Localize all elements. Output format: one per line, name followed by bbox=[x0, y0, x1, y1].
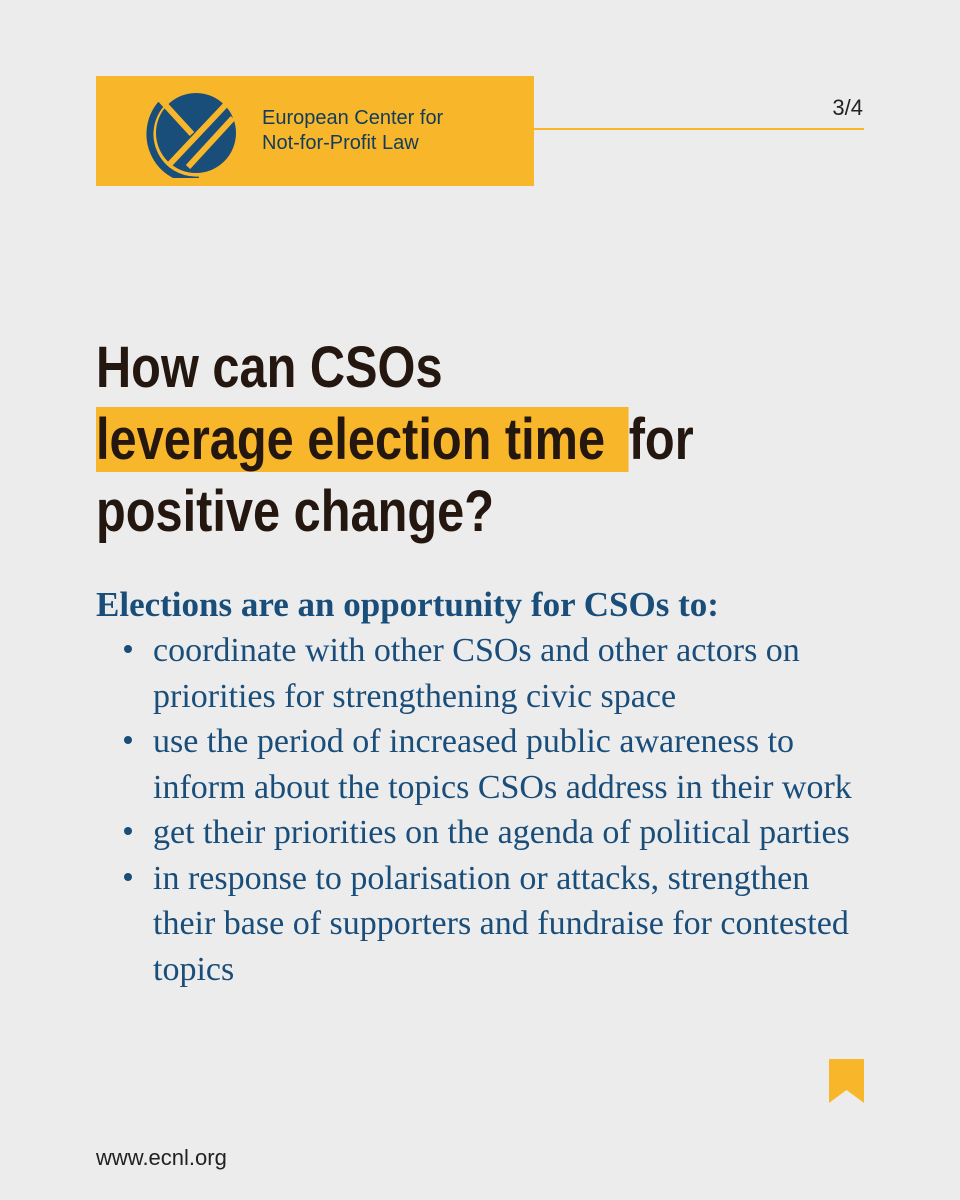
list-item-text: coordinate with other CSOs and other act… bbox=[153, 632, 800, 715]
organization-name-line-2: Not-for-Profit Law bbox=[262, 132, 419, 154]
headline-line-3: positive change? bbox=[96, 479, 494, 544]
header-divider bbox=[534, 128, 864, 130]
opportunity-list: coordinate with other CSOs and other act… bbox=[124, 628, 859, 992]
organization-name: European Center for Not-for-Profit Law bbox=[262, 106, 512, 156]
main-headline: How can CSOs leverage election time for … bbox=[96, 332, 751, 548]
list-item-text: use the period of increased public aware… bbox=[153, 723, 852, 806]
headline-line-2-rest: for bbox=[628, 407, 694, 472]
list-item: use the period of increased public aware… bbox=[124, 719, 859, 810]
highlighted-phrase: leverage election time bbox=[96, 407, 629, 472]
intro-text: Elections are an opportunity for CSOs to… bbox=[96, 585, 719, 624]
list-item-text: get their priorities on the agenda of po… bbox=[153, 814, 850, 851]
page-indicator: 3/4 bbox=[832, 95, 863, 120]
bullet-icon bbox=[124, 645, 132, 653]
list-item-text: in response to polarisation or attacks, … bbox=[153, 859, 849, 988]
list-item: coordinate with other CSOs and other act… bbox=[124, 628, 859, 719]
bullet-icon bbox=[124, 827, 132, 835]
ecnl-logo-icon bbox=[146, 93, 236, 178]
list-item: get their priorities on the agenda of po… bbox=[124, 810, 859, 856]
bookmark-icon[interactable] bbox=[829, 1059, 864, 1103]
bullet-icon bbox=[124, 872, 132, 881]
bullet-icon bbox=[124, 736, 132, 744]
headline-line-1: How can CSOs bbox=[96, 335, 443, 400]
organization-name-line-1: European Center for bbox=[262, 107, 444, 129]
headline-line-2: leverage election time for bbox=[96, 404, 751, 476]
website-url[interactable]: www.ecnl.org bbox=[96, 1145, 227, 1170]
list-item: in response to polarisation or attacks, … bbox=[124, 856, 859, 993]
